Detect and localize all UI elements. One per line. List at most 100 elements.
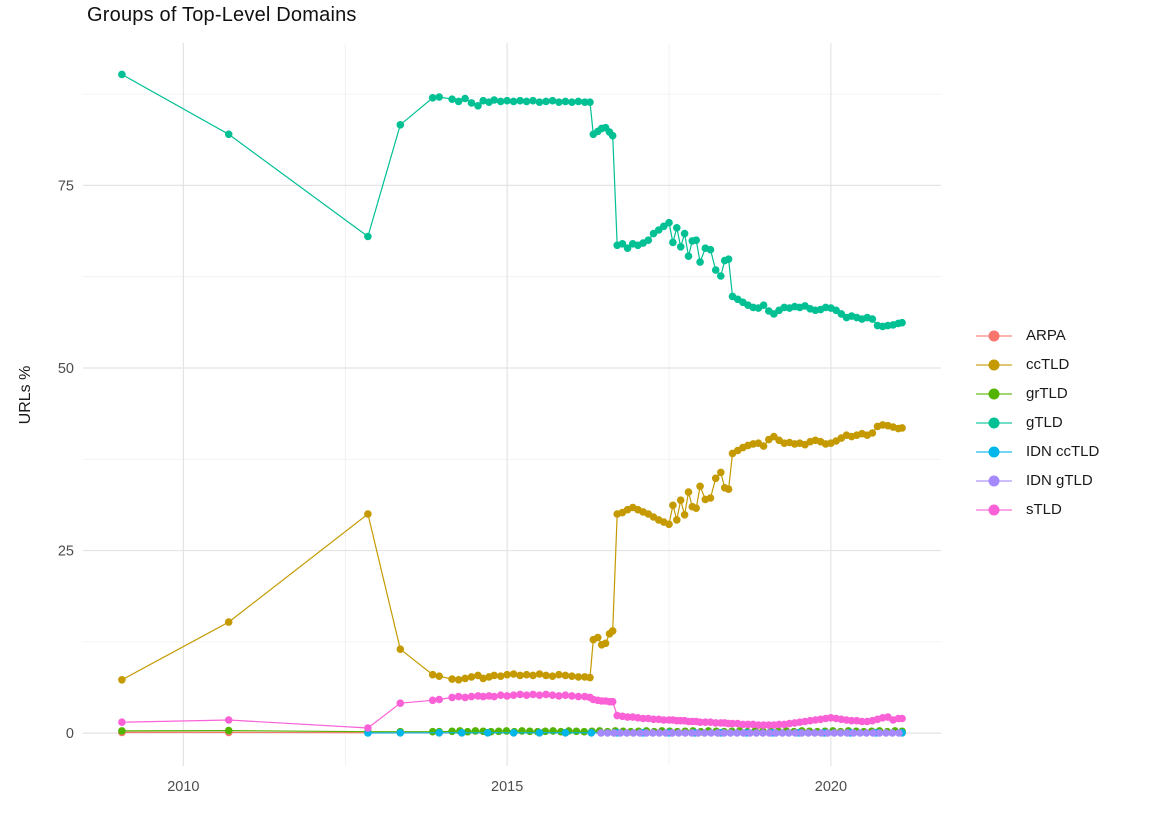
series-gtld-point (684, 252, 693, 260)
y-tick-label: 0 (66, 726, 74, 742)
series-idn-gtld (597, 729, 903, 737)
y-tick-label: 50 (58, 361, 74, 377)
series-cctld-point (594, 633, 602, 642)
series-stld-point (561, 691, 570, 699)
series-idn-gtld-point (603, 729, 612, 737)
series-cctld-point (669, 501, 677, 510)
series-gtld-point (717, 272, 725, 280)
legend-key-dot (988, 330, 1000, 341)
series-stld-point (847, 716, 856, 725)
series-idn-gtld-point (597, 729, 605, 737)
legend-label-cctld: ccTLD (1026, 356, 1070, 373)
series-idn-cctld-point (509, 729, 518, 737)
series-stld-point (696, 718, 704, 726)
series-cctld-point (509, 670, 518, 678)
series-gtld-line (121, 73, 903, 328)
series-idn-gtld-point (668, 729, 677, 737)
series-idn-gtld-point (739, 729, 748, 737)
series-stld-point (529, 690, 537, 699)
series-gtld-point (522, 97, 531, 106)
series-cctld-point (535, 670, 544, 678)
legend-item-cctld: ccTLD (976, 350, 1099, 379)
series-stld-point (623, 713, 632, 721)
series-idn-gtld-point (823, 729, 832, 737)
series-cctld-point (555, 670, 563, 679)
series-gtld-point (542, 97, 550, 106)
series-cctld-point (496, 672, 505, 680)
series-idn-cctld-point (483, 729, 492, 737)
series-idn-gtld-point (694, 729, 702, 737)
series-stld-point (775, 720, 783, 729)
series-cctld-point (479, 674, 488, 683)
series-gtld-point (673, 224, 681, 232)
series-grtld-point (471, 727, 480, 735)
gridlines-major (83, 43, 941, 766)
series-cctld-point (684, 488, 693, 496)
series-stld-point (428, 696, 437, 705)
legend-key-dot (988, 504, 1000, 515)
series-stld-point (364, 724, 372, 732)
series-idn-gtld-point (817, 729, 825, 737)
series-idn-gtld-point (862, 729, 871, 737)
series-idn-gtld-point (836, 729, 845, 737)
series-grtld-point (224, 726, 233, 735)
legend-label-stld: sTLD (1026, 501, 1062, 518)
series-stld-point (608, 697, 617, 706)
series-idn-cctld-point (396, 729, 405, 737)
series-stld-point (396, 699, 405, 707)
series-idn-gtld-point (752, 729, 761, 737)
legend-item-grtld: grTLD (976, 379, 1099, 408)
series-grtld-point (448, 727, 456, 736)
series-idn-gtld-point (830, 729, 838, 737)
series-idn-gtld-point (888, 729, 897, 737)
series-grtld-point (549, 727, 557, 735)
series-idn-gtld-point (726, 729, 735, 737)
series-cctld-point (724, 485, 733, 494)
series-idn-gtld-point (849, 729, 858, 737)
series-cctld-point (435, 672, 444, 680)
series-cctld (118, 421, 906, 684)
chart-title: Groups of Top-Level Domains (87, 4, 357, 26)
series-gtld-point (680, 229, 689, 238)
series-gtld-point (623, 244, 632, 252)
series-cctld-point (548, 672, 557, 680)
legend: ARPA ccTLD grTLD gTLD IDN ccTLD IDN gTLD sTLD (976, 321, 1099, 524)
series-grtld-point (118, 727, 126, 735)
series-idn-cctld-point (587, 729, 596, 737)
legend-item-arpa: ARPA (976, 321, 1099, 350)
series-stld-point (754, 721, 763, 729)
series-stld-point (574, 692, 583, 701)
series-cctld-point (574, 673, 583, 681)
series-stld-point (649, 715, 658, 724)
legend-key-gtld (976, 417, 1012, 428)
series-grtld-point (463, 727, 472, 736)
series-gtld-point (618, 240, 627, 248)
series-idn-cctld-point (535, 729, 544, 737)
legend-item-idn-gtld: IDN gTLD (976, 466, 1099, 495)
legend-key-stld (976, 504, 1012, 515)
legend-key-grtld (976, 388, 1012, 399)
series-cctld-point (717, 468, 725, 477)
series-idn-gtld-point (765, 729, 774, 737)
series-cctld-point (454, 676, 463, 684)
series-stld-point (535, 691, 544, 699)
series-idn-gtld-point (746, 729, 754, 737)
series-gtld-point (555, 98, 563, 106)
series-stld-point (496, 691, 505, 699)
series-stld-point (467, 692, 476, 701)
series-grtld-point (494, 727, 503, 736)
series-cctld-point (680, 511, 689, 519)
series-stld-point (461, 693, 469, 702)
series-stld-point (728, 719, 737, 728)
series-gtld-point (509, 97, 518, 106)
legend-item-idn-cctld: IDN ccTLD (976, 437, 1099, 466)
series-cctld-point (692, 504, 700, 512)
series-stld-point (542, 690, 550, 699)
series-gtld-point (548, 96, 557, 105)
series-cctld-point (490, 671, 499, 680)
series-gtld-point (711, 266, 720, 274)
series-idn-gtld-point (810, 729, 819, 737)
series-idn-gtld-point (616, 729, 625, 737)
series-cctld-point (673, 516, 681, 524)
